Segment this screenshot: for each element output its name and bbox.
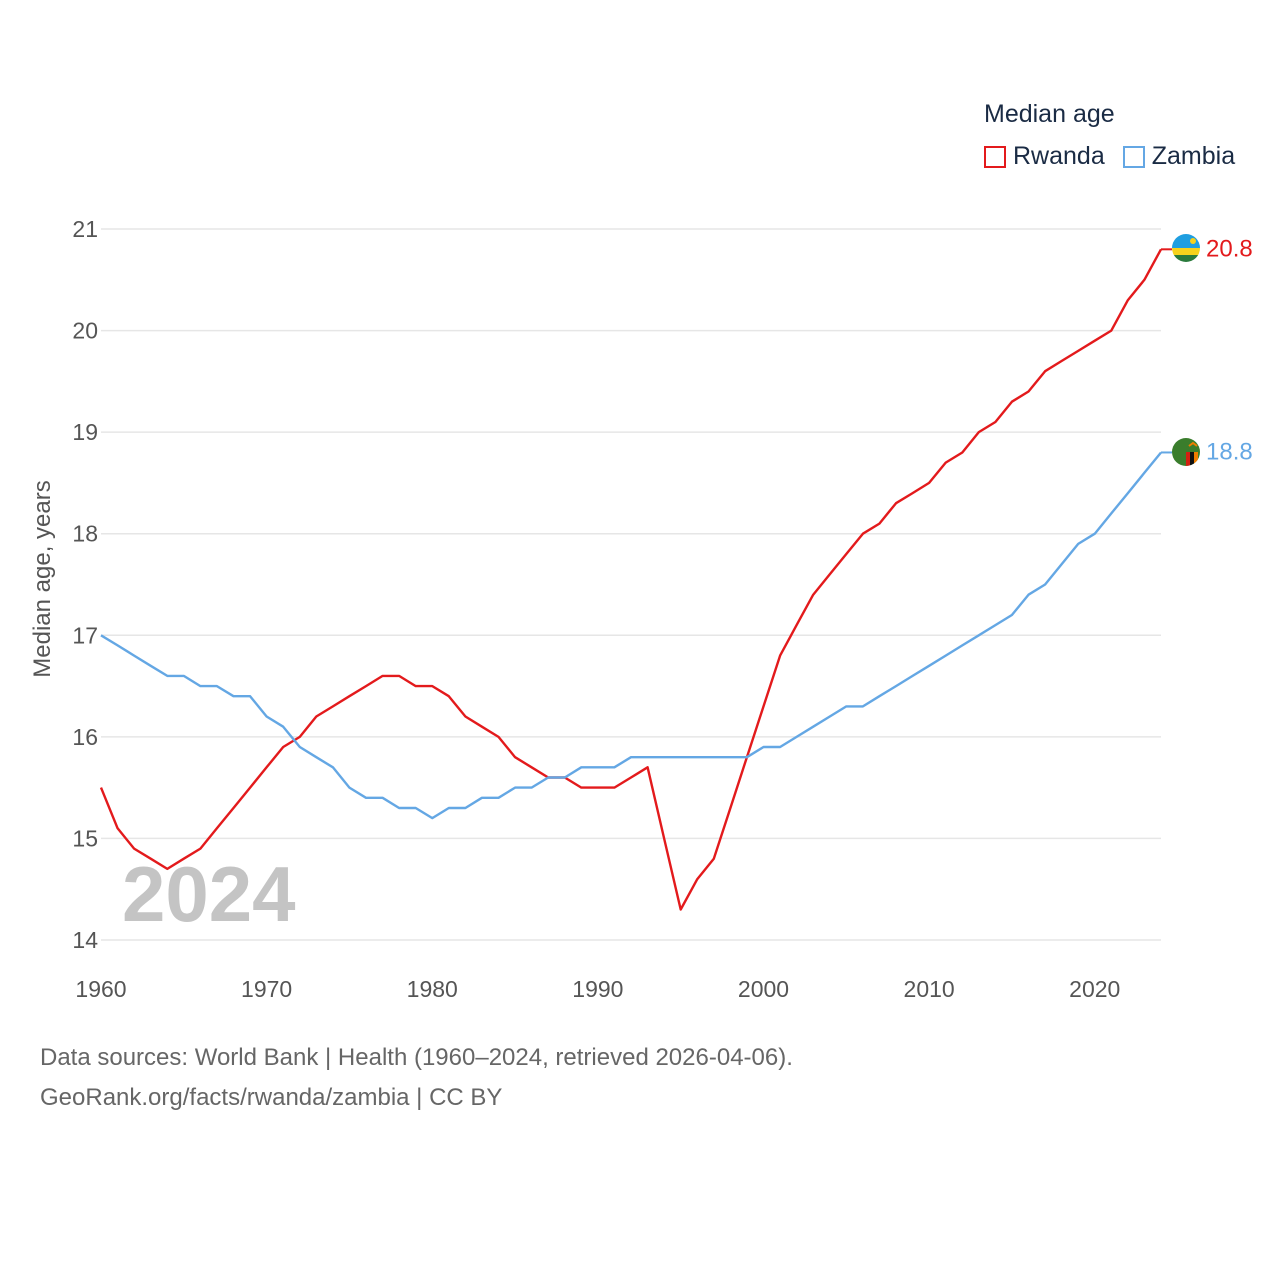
- y-axis-title: Median age, years: [29, 480, 56, 677]
- end-label-rwanda: 20.8: [1206, 235, 1253, 262]
- x-tick-label-2020: 2020: [1069, 976, 1120, 1002]
- year-label: 2024: [122, 850, 296, 938]
- y-tick-label-18: 18: [72, 521, 98, 547]
- zambia-swatch: [1122, 145, 1145, 168]
- data-sources-note: Data sources: World Bank | Health (1960–…: [40, 1044, 793, 1071]
- x-axis-ticks: 1960 1970 1980 1990 2000 2010 2020: [75, 976, 1120, 1002]
- series-line-rwanda: [99, 248, 1163, 911]
- y-tick-label-16: 16: [72, 724, 98, 750]
- x-tick-label-1980: 1980: [407, 976, 458, 1002]
- legend-label-zambia: Zambia: [1151, 142, 1236, 170]
- rwanda-flag-icon: [1172, 234, 1200, 262]
- end-labels: 20.8 18.8: [1206, 235, 1253, 465]
- y-axis-ticks: 14 15 16 17 18 19 20 21: [72, 216, 98, 953]
- y-tick-label-14: 14: [72, 927, 98, 953]
- y-tick-label-15: 15: [72, 825, 98, 851]
- y-tick-label-21: 21: [72, 216, 98, 242]
- x-tick-label-1990: 1990: [572, 976, 623, 1002]
- y-tick-label-19: 19: [72, 419, 98, 445]
- x-tick-label-1960: 1960: [75, 976, 126, 1002]
- legend-item-rwanda[interactable]: Rwanda: [984, 142, 1105, 171]
- series-lines: [99, 248, 1172, 911]
- y-tick-label-20: 20: [72, 318, 98, 344]
- x-tick-label-2010: 2010: [904, 976, 955, 1002]
- y-tick-label-17: 17: [72, 622, 98, 648]
- legend-label-rwanda: Rwanda: [1013, 142, 1105, 170]
- x-tick-label-1970: 1970: [241, 976, 292, 1002]
- credit-note[interactable]: GeoRank.org/facts/rwanda/zambia | CC BY: [40, 1084, 503, 1111]
- legend-item-zambia[interactable]: Zambia: [1122, 142, 1236, 171]
- series-line-zambia: [100, 451, 1162, 820]
- x-tick-label-2000: 2000: [738, 976, 789, 1002]
- rwanda-swatch: [984, 145, 1006, 168]
- end-label-zambia: 18.8: [1206, 438, 1253, 465]
- zambia-flag-icon: [1172, 438, 1200, 466]
- legend-title: Median age: [984, 100, 1115, 128]
- gridlines: [101, 228, 1161, 941]
- legend: Rwanda Zambia: [984, 142, 1253, 171]
- country-flags: [1172, 234, 1200, 466]
